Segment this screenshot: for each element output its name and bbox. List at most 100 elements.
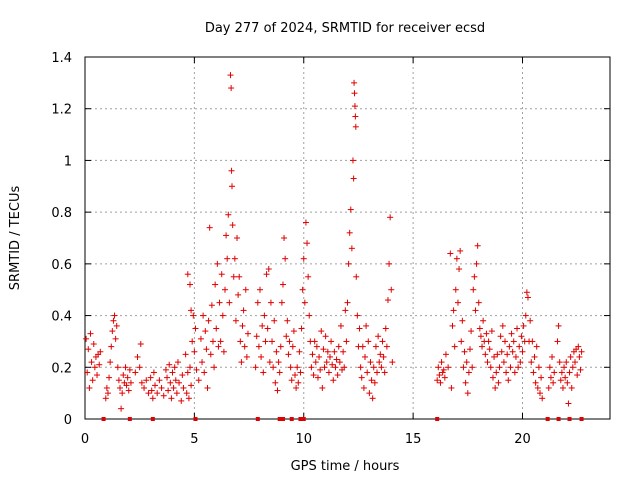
data-point — [372, 343, 379, 350]
data-point — [214, 260, 221, 267]
data-point — [485, 338, 492, 345]
data-point — [333, 356, 340, 363]
data-point — [532, 379, 539, 386]
data-point — [227, 72, 234, 79]
data-point — [578, 348, 585, 355]
data-point — [351, 79, 358, 86]
data-point — [519, 348, 526, 355]
data-point — [520, 322, 527, 329]
data-point — [84, 369, 91, 376]
data-point — [531, 353, 538, 360]
data-point — [108, 343, 115, 350]
data-point — [152, 382, 158, 389]
data-point — [253, 333, 260, 340]
data-point — [317, 366, 324, 373]
data-point — [459, 317, 466, 324]
y-tick-label: 1.2 — [51, 103, 72, 118]
x-axis-label: GPS time / hours — [291, 459, 400, 474]
data-point — [176, 379, 183, 386]
data-point — [219, 312, 226, 319]
data-point — [320, 346, 327, 353]
data-point — [202, 328, 209, 335]
data-point — [262, 338, 269, 345]
data-point — [204, 384, 211, 391]
data-point — [572, 359, 578, 366]
data-point — [547, 374, 554, 381]
data-point — [434, 377, 441, 384]
grid — [85, 57, 610, 419]
data-point — [360, 384, 367, 391]
data-point — [467, 346, 473, 353]
data-point — [489, 374, 496, 381]
data-point — [154, 390, 161, 397]
data-point — [297, 369, 304, 376]
data-point — [506, 343, 513, 350]
data-point — [312, 359, 319, 366]
data-point — [377, 351, 384, 358]
data-point — [533, 343, 540, 350]
data-point — [575, 343, 582, 350]
data-point — [322, 333, 329, 340]
data-point — [283, 333, 290, 340]
data-point — [463, 359, 470, 366]
data-point — [134, 353, 141, 360]
data-point — [523, 289, 530, 296]
data-point — [226, 299, 233, 306]
data-point — [503, 369, 510, 376]
data-point — [365, 338, 372, 345]
data-point — [452, 286, 459, 293]
data-point — [306, 312, 313, 319]
data-point — [275, 359, 282, 366]
data-point — [179, 372, 186, 379]
data-point — [200, 312, 207, 319]
data-point — [237, 338, 244, 345]
data-point — [550, 379, 557, 386]
gap-marker — [193, 417, 198, 421]
data-point — [259, 322, 266, 329]
data-point — [94, 372, 101, 379]
y-tick-label: 0 — [64, 413, 72, 428]
data-point — [257, 286, 263, 293]
data-point — [104, 390, 111, 397]
data-point — [162, 366, 169, 373]
data-point — [483, 330, 490, 337]
data-point — [480, 317, 487, 324]
gap-marker — [579, 417, 584, 421]
data-point — [107, 359, 114, 366]
data-point — [351, 90, 358, 97]
data-point — [137, 341, 144, 348]
data-point — [469, 364, 476, 371]
data-point — [316, 353, 323, 360]
gap-marker — [280, 417, 285, 421]
data-point — [454, 299, 461, 306]
data-point — [231, 255, 238, 262]
data-point — [254, 299, 261, 306]
data-point — [90, 341, 97, 348]
data-point — [203, 346, 210, 353]
data-point — [278, 299, 285, 306]
data-point — [102, 395, 109, 402]
data-point — [336, 359, 343, 366]
data-point — [220, 348, 227, 355]
data-point — [311, 338, 318, 345]
data-point — [566, 369, 573, 376]
data-point — [236, 273, 243, 280]
data-point — [160, 392, 167, 399]
data-point — [215, 343, 222, 350]
y-tick-label: 1.4 — [51, 51, 72, 66]
data-point — [342, 307, 349, 314]
data-point — [379, 338, 386, 345]
data-point — [498, 348, 505, 355]
data-point — [272, 379, 279, 386]
data-point — [89, 377, 96, 384]
plot-frame — [84, 56, 611, 420]
data-point — [445, 364, 452, 371]
data-point — [147, 374, 154, 381]
data-point — [499, 322, 506, 329]
data-point — [554, 338, 561, 345]
data-point — [460, 364, 467, 371]
data-point — [145, 390, 152, 397]
data-point — [340, 348, 347, 355]
data-point — [238, 359, 245, 366]
data-point — [234, 235, 241, 241]
